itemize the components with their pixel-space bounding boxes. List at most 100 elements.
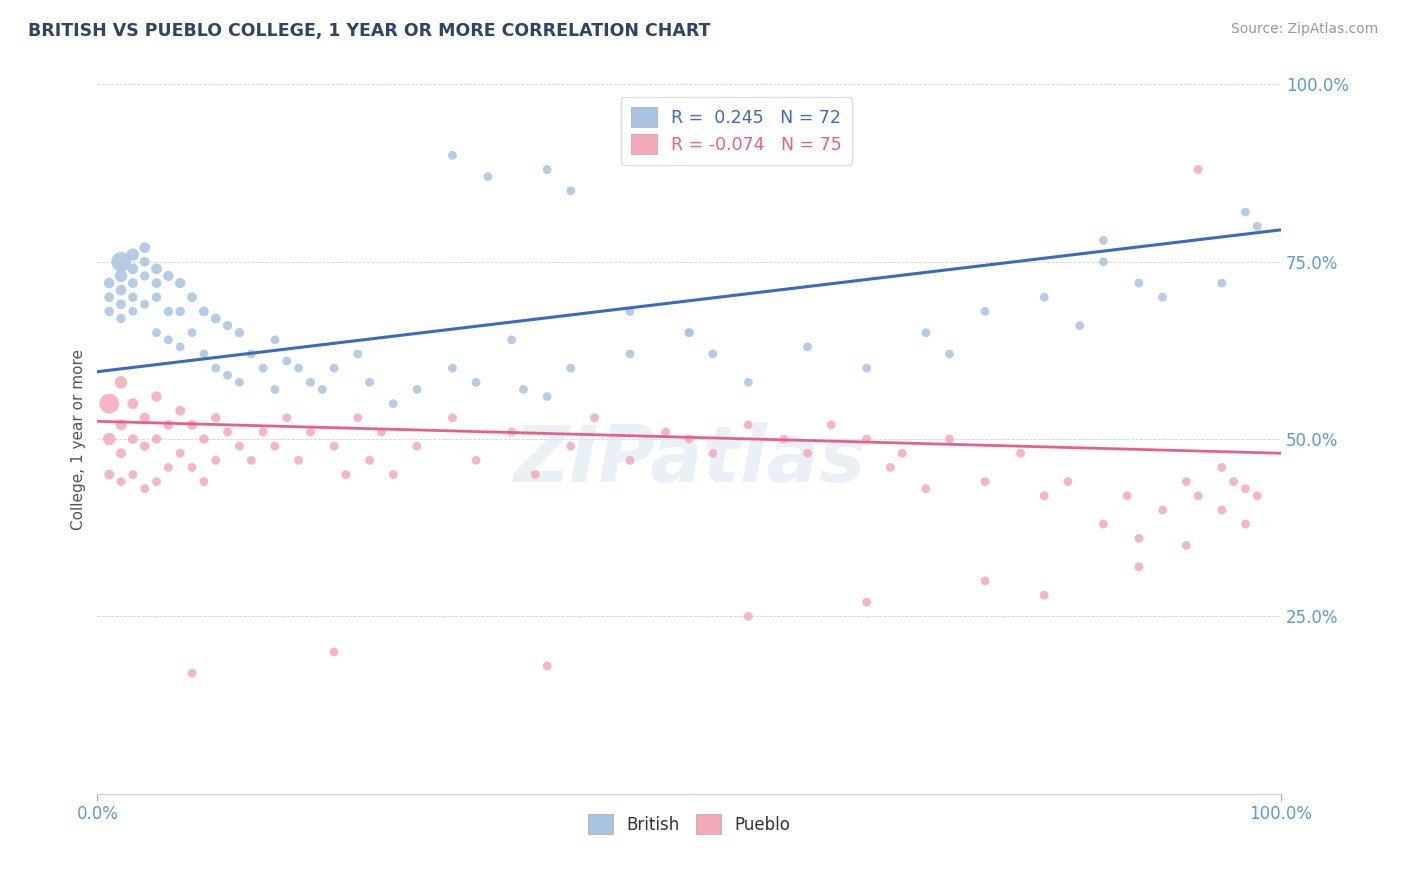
Point [619,347,641,361]
Point [110,376,132,390]
Point [406,383,429,397]
Point [1092,517,1115,532]
Point [299,425,322,439]
Point [287,453,309,467]
Point [1128,276,1150,290]
Point [974,574,997,588]
Point [335,467,357,482]
Point [1033,489,1056,503]
Point [938,347,960,361]
Point [145,390,167,404]
Point [169,304,191,318]
Point [228,326,250,340]
Point [619,453,641,467]
Point [938,432,960,446]
Point [228,376,250,390]
Text: Source: ZipAtlas.com: Source: ZipAtlas.com [1230,22,1378,37]
Point [915,326,938,340]
Point [359,453,381,467]
Point [121,276,143,290]
Point [382,467,405,482]
Point [441,361,464,376]
Point [974,304,997,318]
Point [441,410,464,425]
Point [465,376,488,390]
Point [169,276,191,290]
Point [134,297,156,311]
Point [121,432,143,446]
Point [145,261,167,276]
Point [1128,532,1150,546]
Point [346,410,368,425]
Legend: R =  0.245   N = 72, R = -0.074   N = 75: R = 0.245 N = 72, R = -0.074 N = 75 [620,96,852,164]
Point [737,376,759,390]
Point [145,276,167,290]
Point [1128,559,1150,574]
Point [157,268,180,283]
Point [1211,460,1233,475]
Point [346,347,368,361]
Point [110,446,132,460]
Point [1152,503,1174,517]
Point [157,333,180,347]
Point [264,439,287,453]
Point [311,383,333,397]
Point [240,453,263,467]
Point [193,304,215,318]
Point [98,304,121,318]
Point [1246,489,1268,503]
Point [121,467,143,482]
Point [157,417,180,432]
Point [134,241,156,255]
Point [512,383,534,397]
Point [1175,538,1198,552]
Point [560,439,582,453]
Point [974,475,997,489]
Point [536,659,558,673]
Point [583,410,606,425]
Point [276,410,298,425]
Point [157,460,180,475]
Point [276,354,298,368]
Point [145,432,167,446]
Point [181,417,204,432]
Point [121,261,143,276]
Point [110,254,132,268]
Point [287,361,309,376]
Point [204,453,226,467]
Point [145,326,167,340]
Point [1092,234,1115,248]
Point [110,475,132,489]
Point [796,446,818,460]
Point [193,475,215,489]
Point [772,432,794,446]
Point [1211,503,1233,517]
Point [891,446,914,460]
Point [110,268,132,283]
Point [879,460,901,475]
Text: ZIPatlas: ZIPatlas [513,422,865,499]
Point [169,403,191,417]
Point [110,297,132,311]
Point [181,326,204,340]
Point [915,482,938,496]
Point [323,361,346,376]
Point [323,439,346,453]
Y-axis label: College, 1 year or more: College, 1 year or more [72,349,86,530]
Point [264,333,287,347]
Point [619,304,641,318]
Point [855,432,877,446]
Point [1152,290,1174,304]
Point [264,383,287,397]
Point [217,368,239,383]
Point [1246,219,1268,234]
Point [441,148,464,162]
Point [1234,205,1257,219]
Point [299,376,322,390]
Point [134,439,156,453]
Point [1175,475,1198,489]
Point [193,347,215,361]
Point [169,340,191,354]
Point [181,460,204,475]
Point [204,311,226,326]
